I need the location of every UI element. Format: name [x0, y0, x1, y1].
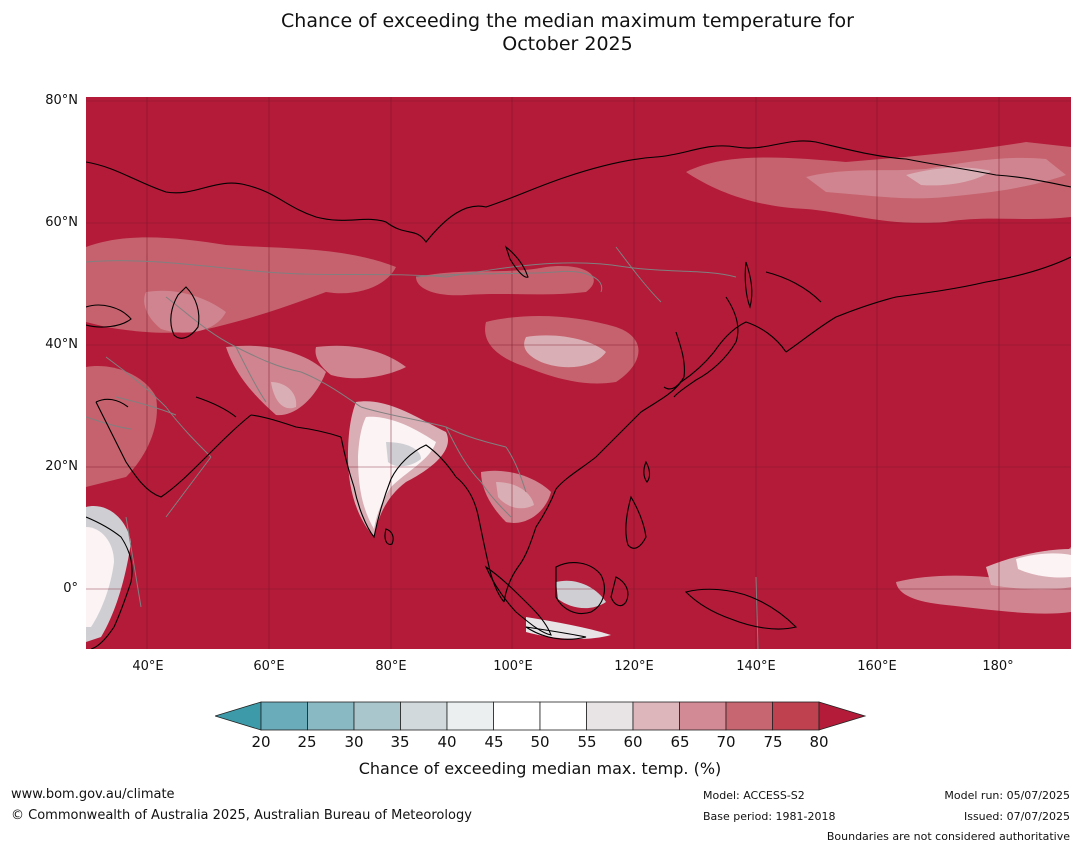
colorbar-tick: 35: [390, 733, 410, 751]
probability-shading: [86, 142, 1071, 642]
colorbar-label: Chance of exceeding median max. temp. (%…: [358, 759, 722, 778]
issued-date: Issued: 07/07/2025: [963, 810, 1070, 823]
probability-map: [86, 97, 1071, 649]
colorbar-tick: 65: [670, 733, 690, 751]
shading-middle-east: [86, 366, 157, 487]
copyright-notice: © Commonwealth of Australia 2025, Austra…: [11, 808, 472, 823]
country-borders: [86, 246, 759, 649]
lon-tick-100e: 100°E: [493, 659, 533, 674]
shading-india-pale: [386, 442, 421, 467]
lat-tick-60n: 60°N: [45, 215, 78, 230]
lon-tick-180: 180°: [982, 659, 1014, 674]
colorbar-segments: [213, 701, 867, 731]
shading-tibet: [315, 345, 406, 379]
lat-tick-0: 0°: [63, 581, 78, 596]
colorbar-tick: 55: [577, 733, 597, 751]
shading-iran-light: [271, 382, 297, 409]
colorbar-tick: 50: [530, 733, 550, 751]
lon-tick-40e: 40°E: [132, 659, 164, 674]
lon-tick-60e: 60°E: [253, 659, 285, 674]
website-link[interactable]: www.bom.gov.au/climate: [11, 787, 175, 802]
lat-tick-40n: 40°N: [45, 337, 78, 352]
map-gridlines: [86, 97, 1071, 649]
lon-tick-160e: 160°E: [857, 659, 897, 674]
colorbar-tick: 30: [344, 733, 364, 751]
colorbar-tick: 20: [251, 733, 271, 751]
shading-borneo: [556, 580, 606, 609]
colorbar-tick: 60: [623, 733, 643, 751]
shading-pacific-equator: [896, 547, 1071, 614]
colorbar-segment: [307, 701, 355, 731]
colorbar-segment: [446, 701, 494, 731]
colorbar-segment: [725, 701, 773, 731]
colorbar-tick: 40: [437, 733, 457, 751]
map-title: Chance of exceeding the median maximum t…: [0, 10, 1081, 56]
colorbar: [213, 700, 867, 736]
boundary-disclaimer: Boundaries are not considered authoritat…: [826, 830, 1070, 843]
lon-tick-80e: 80°E: [375, 659, 407, 674]
colorbar-segment: [260, 701, 308, 731]
colorbar-tick: 25: [297, 733, 317, 751]
shading-siberia-east-pale: [906, 167, 991, 186]
colorbar-segment: [772, 701, 820, 731]
colorbar-tick: 45: [484, 733, 504, 751]
lat-tick-20n: 20°N: [45, 459, 78, 474]
base-period: Base period: 1981-2018: [703, 810, 836, 823]
shading-mongolia: [416, 266, 594, 296]
lon-tick-120e: 120°E: [614, 659, 654, 674]
colorbar-segment: [679, 701, 727, 731]
colorbar-segment: [539, 701, 587, 731]
colorbar-tick: 80: [809, 733, 829, 751]
shading-china-north-light: [524, 335, 606, 368]
colorbar-extend-low: [213, 701, 262, 731]
colorbar-segment: [493, 701, 541, 731]
title-line-2: October 2025: [502, 33, 633, 55]
title-line-1: Chance of exceeding the median maximum t…: [281, 10, 854, 32]
lat-tick-80n: 80°N: [45, 93, 78, 108]
shading-pacific-equator-white: [1016, 553, 1071, 578]
colorbar-segment: [586, 701, 634, 731]
shading-africa-east-white: [86, 527, 114, 627]
colorbar-extend-high: [818, 701, 867, 731]
shading-india-white: [358, 416, 436, 529]
lon-tick-140e: 140°E: [736, 659, 776, 674]
colorbar-tick: 75: [763, 733, 783, 751]
model-info: Model: ACCESS-S2: [703, 789, 805, 802]
colorbar-tick: 70: [716, 733, 736, 751]
colorbar-segment: [353, 701, 401, 731]
shading-indochina-light: [496, 482, 534, 509]
colorbar-segment: [632, 701, 680, 731]
model-run-date: Model run: 05/07/2025: [944, 789, 1070, 802]
shading-iran: [226, 345, 326, 416]
colorbar-segment: [400, 701, 448, 731]
coastlines: [86, 140, 1071, 649]
